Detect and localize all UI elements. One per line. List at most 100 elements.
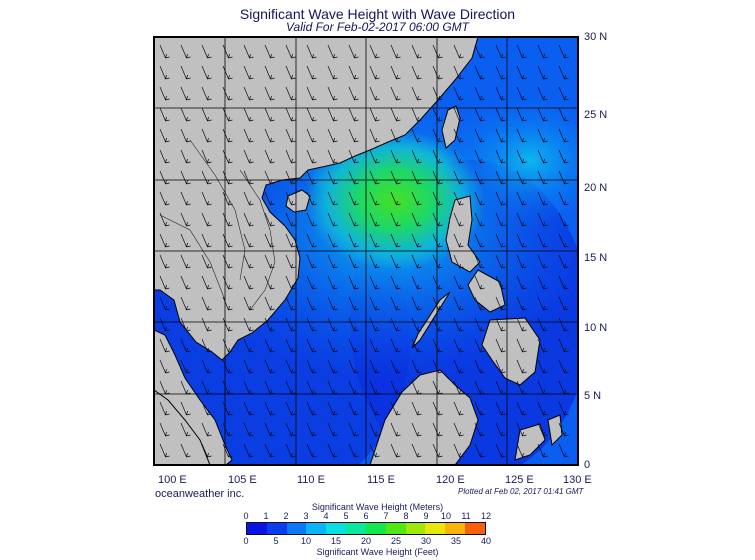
wave-arrow bbox=[537, 443, 548, 458]
wave-arrow bbox=[201, 233, 212, 248]
wave-arrow bbox=[474, 149, 485, 164]
wave-arrow bbox=[390, 317, 401, 332]
lon-label-115e: 115 E bbox=[367, 474, 395, 486]
wave-arrow bbox=[537, 86, 548, 101]
wave-arrow bbox=[201, 191, 212, 206]
colorbar-segment bbox=[385, 523, 406, 534]
wave-arrow bbox=[453, 149, 464, 164]
wave-arrow bbox=[453, 359, 464, 374]
wave-arrow bbox=[159, 44, 170, 59]
wave-arrow bbox=[474, 233, 485, 248]
wave-arrow bbox=[453, 44, 464, 59]
wave-arrow bbox=[348, 44, 359, 59]
wave-peak-zone bbox=[305, 130, 485, 270]
wave-arrow bbox=[264, 317, 275, 332]
wave-arrow bbox=[390, 422, 401, 437]
wave-arrow bbox=[201, 443, 212, 458]
wave-arrow bbox=[369, 44, 380, 59]
meters-tick: 4 bbox=[323, 511, 329, 521]
wave-arrow bbox=[306, 275, 317, 290]
wave-arrow bbox=[516, 86, 527, 101]
wave-arrow bbox=[432, 401, 443, 416]
wave-arrow bbox=[327, 401, 338, 416]
wave-arrow bbox=[222, 44, 233, 59]
wave-arrow bbox=[369, 191, 380, 206]
wave-arrow bbox=[243, 44, 254, 59]
wave-arrow bbox=[558, 359, 569, 374]
wave-arrow bbox=[306, 401, 317, 416]
wave-arrow bbox=[495, 317, 506, 332]
wave-arrow bbox=[516, 296, 527, 311]
wave-arrow bbox=[285, 254, 296, 269]
wave-arrow bbox=[159, 275, 170, 290]
wave-arrow bbox=[348, 233, 359, 248]
wave-arrow bbox=[390, 359, 401, 374]
wave-arrow bbox=[306, 149, 317, 164]
lon-label-120e: 120 E bbox=[436, 474, 465, 486]
wave-arrow bbox=[327, 107, 338, 122]
meters-tick: 7 bbox=[383, 511, 389, 521]
wave-arrow bbox=[369, 65, 380, 80]
wave-arrow bbox=[495, 170, 506, 185]
wave-arrow bbox=[558, 128, 569, 143]
wave-arrow bbox=[264, 254, 275, 269]
wave-arrow bbox=[411, 443, 422, 458]
wave-arrow bbox=[159, 128, 170, 143]
wave-arrow bbox=[474, 359, 485, 374]
wave-arrow bbox=[516, 65, 527, 80]
wave-arrow bbox=[411, 107, 422, 122]
lon-label-125e: 125 E bbox=[505, 474, 534, 486]
wave-arrow bbox=[222, 443, 233, 458]
wave-arrow bbox=[222, 65, 233, 80]
wave-arrow bbox=[264, 422, 275, 437]
wave-arrow bbox=[558, 107, 569, 122]
wave-arrow bbox=[285, 212, 296, 227]
credit-text: oceanweather inc. bbox=[155, 488, 245, 500]
wave-arrow bbox=[432, 170, 443, 185]
wave-arrow bbox=[285, 191, 296, 206]
wave-arrow bbox=[495, 338, 506, 353]
wave-arrow bbox=[222, 296, 233, 311]
wave-arrow bbox=[201, 149, 212, 164]
wave-arrow bbox=[369, 296, 380, 311]
lat-label-10n: 10 N bbox=[584, 322, 608, 334]
wave-arrow bbox=[369, 212, 380, 227]
wave-arrow bbox=[432, 128, 443, 143]
wave-arrow bbox=[159, 443, 170, 458]
wave-arrow bbox=[516, 338, 527, 353]
wave-arrow bbox=[180, 401, 191, 416]
wave-arrow bbox=[537, 170, 548, 185]
wave-arrow bbox=[495, 233, 506, 248]
sumatra-island bbox=[154, 389, 211, 465]
wave-arrow bbox=[432, 338, 443, 353]
wave-arrow bbox=[411, 275, 422, 290]
colorbar-segment bbox=[247, 523, 267, 534]
wave-arrow bbox=[369, 170, 380, 185]
wave-arrow bbox=[411, 296, 422, 311]
taiwan-island bbox=[441, 105, 461, 149]
wave-arrow bbox=[327, 275, 338, 290]
wave-arrow bbox=[285, 149, 296, 164]
colorbar-segment bbox=[445, 523, 466, 534]
lon-label-105e: 105 E bbox=[228, 474, 257, 486]
wave-arrow bbox=[327, 422, 338, 437]
wave-arrow bbox=[180, 128, 191, 143]
wave-arrow bbox=[432, 212, 443, 227]
wave-arrow bbox=[180, 254, 191, 269]
wave-arrow bbox=[243, 359, 254, 374]
wave-arrow bbox=[369, 338, 380, 353]
wave-arrow bbox=[411, 254, 422, 269]
wave-arrow bbox=[243, 191, 254, 206]
wave-arrow bbox=[264, 149, 275, 164]
sulawesi-island bbox=[514, 423, 546, 461]
wave-arrow bbox=[432, 107, 443, 122]
wave-arrow bbox=[474, 422, 485, 437]
wave-arrow bbox=[495, 86, 506, 101]
wave-arrow bbox=[495, 44, 506, 59]
lat-label-0: 0 bbox=[584, 459, 591, 471]
wave-arrow bbox=[327, 254, 338, 269]
wave-arrow bbox=[222, 212, 233, 227]
wave-arrow bbox=[516, 359, 527, 374]
wave-arrow bbox=[306, 65, 317, 80]
wave-arrow bbox=[411, 86, 422, 101]
